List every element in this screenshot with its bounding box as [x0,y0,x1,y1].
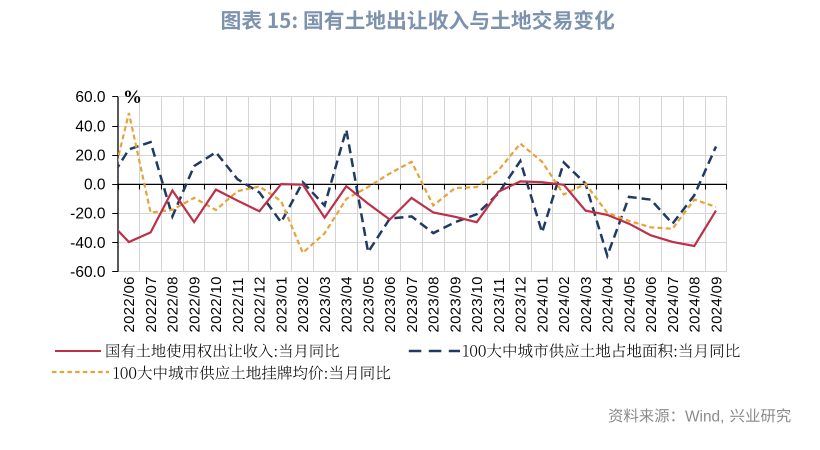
svg-text:2024/05: 2024/05 [621,276,638,332]
svg-text:2023/08: 2023/08 [426,276,443,332]
svg-text:2024/01: 2024/01 [534,276,551,332]
svg-text:-20.0: -20.0 [70,206,106,223]
svg-text:40.0: 40.0 [75,118,106,135]
svg-text:2024/06: 2024/06 [643,276,660,332]
svg-text:2023/06: 2023/06 [382,276,399,332]
svg-text:2023/03: 2023/03 [317,276,334,332]
svg-text:2023/05: 2023/05 [360,276,377,332]
svg-text:2024/03: 2024/03 [578,276,595,332]
svg-text:2023/12: 2023/12 [513,276,530,332]
svg-text:2024/07: 2024/07 [665,276,682,332]
svg-text:Wind,: Wind, [685,408,724,425]
svg-text:2023/09: 2023/09 [447,276,464,332]
svg-text:2023/10: 2023/10 [469,276,486,332]
svg-text:-60.0: -60.0 [70,264,106,281]
svg-text:2022/07: 2022/07 [143,276,160,332]
svg-text:60.0: 60.0 [75,89,106,106]
svg-text:2024/08: 2024/08 [687,276,704,332]
svg-text:2023/11: 2023/11 [491,277,508,332]
svg-text:2022/09: 2022/09 [186,276,203,332]
svg-text:2022/12: 2022/12 [252,276,269,332]
svg-text:2022/08: 2022/08 [165,276,182,332]
svg-text:2022/11: 2022/11 [230,277,247,332]
svg-text:2022/10: 2022/10 [208,276,225,332]
svg-text:0.0: 0.0 [84,177,106,194]
svg-text:2024/04: 2024/04 [600,276,617,332]
svg-text:20.0: 20.0 [75,148,106,165]
svg-text:2022/06: 2022/06 [121,276,138,332]
svg-text:2024/09: 2024/09 [708,276,725,332]
svg-text:2024/02: 2024/02 [556,276,573,332]
svg-text:%: % [123,87,142,108]
svg-text:2023/04: 2023/04 [339,276,356,332]
svg-text:-40.0: -40.0 [70,235,106,252]
svg-text:2023/02: 2023/02 [295,276,312,332]
svg-text:2023/01: 2023/01 [273,276,290,332]
svg-text:2023/07: 2023/07 [404,276,421,332]
